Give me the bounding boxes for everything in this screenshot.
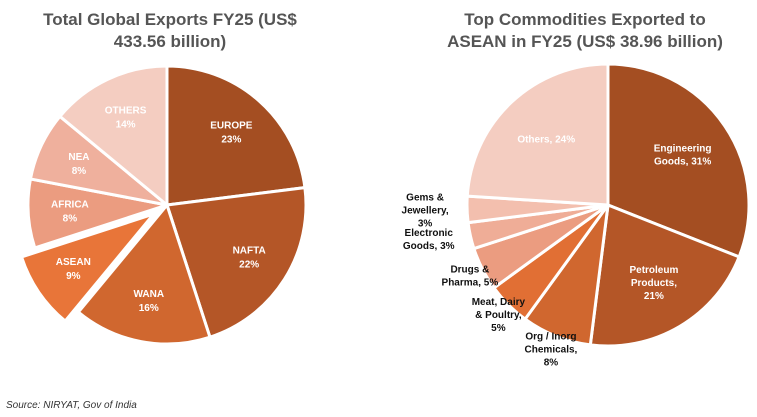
label-others-24: Others, 24% <box>517 135 575 146</box>
slice-asean <box>19 210 159 324</box>
label-engineering-goods-31: Engineering Goods, 31% <box>654 143 712 167</box>
label-nea: NEA 8% <box>68 152 89 177</box>
slice-others <box>57 64 169 209</box>
left-chart-title-line2: 433.56 billion) <box>113 32 227 51</box>
slice-nafta <box>165 185 308 340</box>
left-chart-title-line1: Total Global Exports FY25 (US$ <box>43 10 297 29</box>
source-note: Source: NIRYAT, Gov of India <box>6 400 137 411</box>
label-others: OTHERS 14% <box>105 105 147 130</box>
slice-others-24 <box>465 62 610 207</box>
slice-wana <box>76 201 212 346</box>
slice-europe <box>165 64 307 207</box>
label-gems-jewellery-3: Gems & Jewellery, 3% <box>402 192 449 229</box>
label-drugs-pharma-5: Drugs & Pharma, 5% <box>442 264 499 288</box>
slice-petroleum-products-21 <box>588 202 742 348</box>
label-asean: ASEAN 9% <box>56 257 91 282</box>
left-chart-title: Total Global Exports FY25 (US$ 433.56 bi… <box>20 9 320 53</box>
label-petroleum-products-21: Petroleum Products, 21% <box>629 265 678 302</box>
right-chart-title: Top Commodities Exported to ASEAN in FY2… <box>420 9 750 53</box>
label-org-inorg-chemicals-8: Org / Inorg Chemicals, 8% <box>525 332 578 369</box>
label-europe: EUROPE 23% <box>210 121 253 146</box>
label-africa: AFRICA 8% <box>51 200 89 225</box>
label-wana: WANA 16% <box>133 289 164 314</box>
slice-engineering-goods-31 <box>606 62 751 259</box>
label-electronic-goods-3: Electronic Goods, 3% <box>403 228 455 252</box>
label-meat-dairy-poultry-5: Meat, Dairy & Poultry, 5% <box>472 297 526 334</box>
right-chart-title-line1: Top Commodities Exported to <box>464 10 706 29</box>
label-nafta: NAFTA 22% <box>233 246 266 271</box>
right-chart-title-line2: ASEAN in FY25 (US$ 38.96 billion) <box>447 32 723 51</box>
